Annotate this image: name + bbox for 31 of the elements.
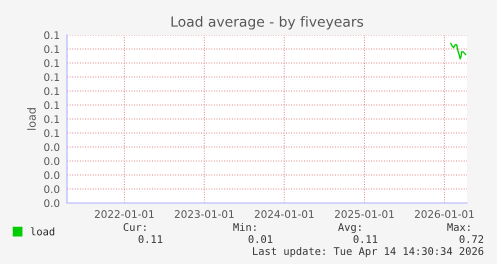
y-tick-label: 0.1 [44, 31, 60, 40]
text: Cur: [124, 223, 146, 232]
chart-title: Load average - by fiveyears [172, 16, 364, 30]
legend-label: load [30, 227, 54, 236]
x-tick-label: 2025-01-01 [334, 210, 394, 218]
y-axis-title: load [27, 108, 36, 130]
x-tick-label: 2022-01-01 [94, 210, 154, 218]
text: 0.11 [138, 235, 162, 244]
y-tick-label: 0.0 [44, 143, 60, 152]
x-tick-label: 2023-01-01 [174, 210, 234, 218]
y-tick-label: 0.1 [44, 129, 60, 138]
text: 0.11 [354, 235, 378, 244]
y-tick-label: 0.1 [44, 45, 60, 54]
text: Avg: [338, 223, 360, 234]
text: Min: [233, 222, 256, 231]
y-tick-label: 0.1 [44, 87, 60, 96]
y-tick-label: 0.0 [44, 157, 60, 166]
y-tick-label: 0.0 [44, 185, 60, 194]
text: Max: [447, 223, 470, 232]
y-tick-label: 0.1 [44, 73, 60, 82]
line-series [450, 42, 466, 60]
x-tick-label: 2024-01-01 [254, 210, 314, 218]
y-tick-label: 0.1 [44, 115, 60, 124]
y-tick-label: 0.1 [44, 59, 60, 68]
x-tick-label: 2026-01-01 [414, 210, 474, 218]
y-tick-label: 0.0 [44, 199, 60, 208]
y-tick-label: 0.0 [44, 171, 60, 180]
y-tick-label: 0.1 [44, 101, 60, 110]
text: Last update: Tue Apr 14 14:30:34 2026 [253, 246, 484, 258]
text: 0.72 [460, 235, 484, 244]
text: 0.01 [248, 235, 272, 244]
